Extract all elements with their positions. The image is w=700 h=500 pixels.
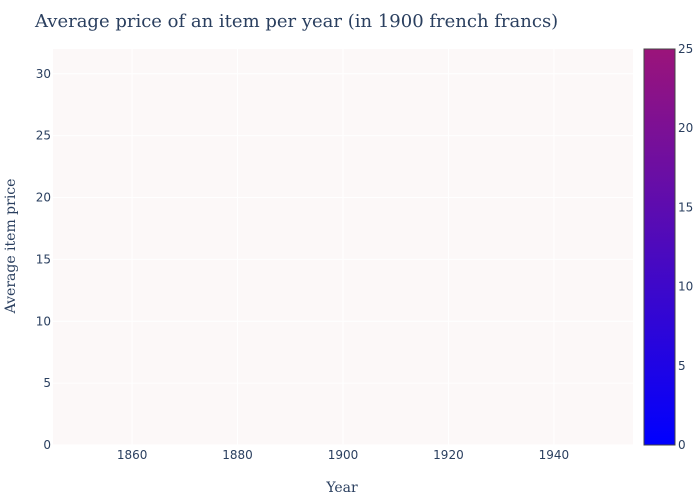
chart-title: Average price of an item per year (in 19… xyxy=(34,11,558,32)
y-tick-label: 30 xyxy=(36,67,51,81)
colorbar-tick-label: 25 xyxy=(678,42,693,56)
x-tick-label: 1920 xyxy=(433,448,464,462)
x-tick-label: 1880 xyxy=(222,448,253,462)
x-axis-title: Year xyxy=(325,480,358,496)
x-tick-label: 1940 xyxy=(539,448,570,462)
y-tick-label: 0 xyxy=(43,438,51,452)
y-tick-label: 20 xyxy=(36,191,51,205)
colorbar-tick-label: 20 xyxy=(678,121,693,135)
colorbar-tick-label: 0 xyxy=(678,438,686,452)
colorbar-tick-label: 10 xyxy=(678,280,693,294)
colorbar-ticks: 0 5 10 15 20 25 xyxy=(678,42,693,452)
colorbar xyxy=(643,48,676,446)
x-tick-label: 1900 xyxy=(328,448,359,462)
y-tick-label: 10 xyxy=(36,314,51,328)
colorbar-tick-label: 15 xyxy=(678,200,693,214)
x-tick-label: 1860 xyxy=(117,448,148,462)
grid-lines xyxy=(53,49,633,446)
colorbar-tick-label: 5 xyxy=(678,359,686,373)
x-axis-ticks: 1860 1880 1900 1920 1940 xyxy=(117,448,569,462)
y-tick-label: 25 xyxy=(36,129,51,143)
y-axis-title: Average item price xyxy=(3,179,19,315)
y-axis-ticks: 0 5 10 15 20 25 30 xyxy=(36,67,51,452)
y-tick-label: 15 xyxy=(36,252,51,266)
y-tick-label: 5 xyxy=(43,376,51,390)
